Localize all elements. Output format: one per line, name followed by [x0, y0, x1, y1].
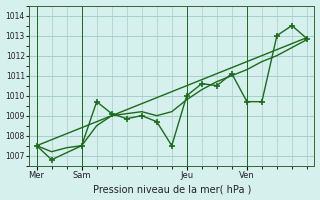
X-axis label: Pression niveau de la mer( hPa ): Pression niveau de la mer( hPa ): [92, 184, 251, 194]
